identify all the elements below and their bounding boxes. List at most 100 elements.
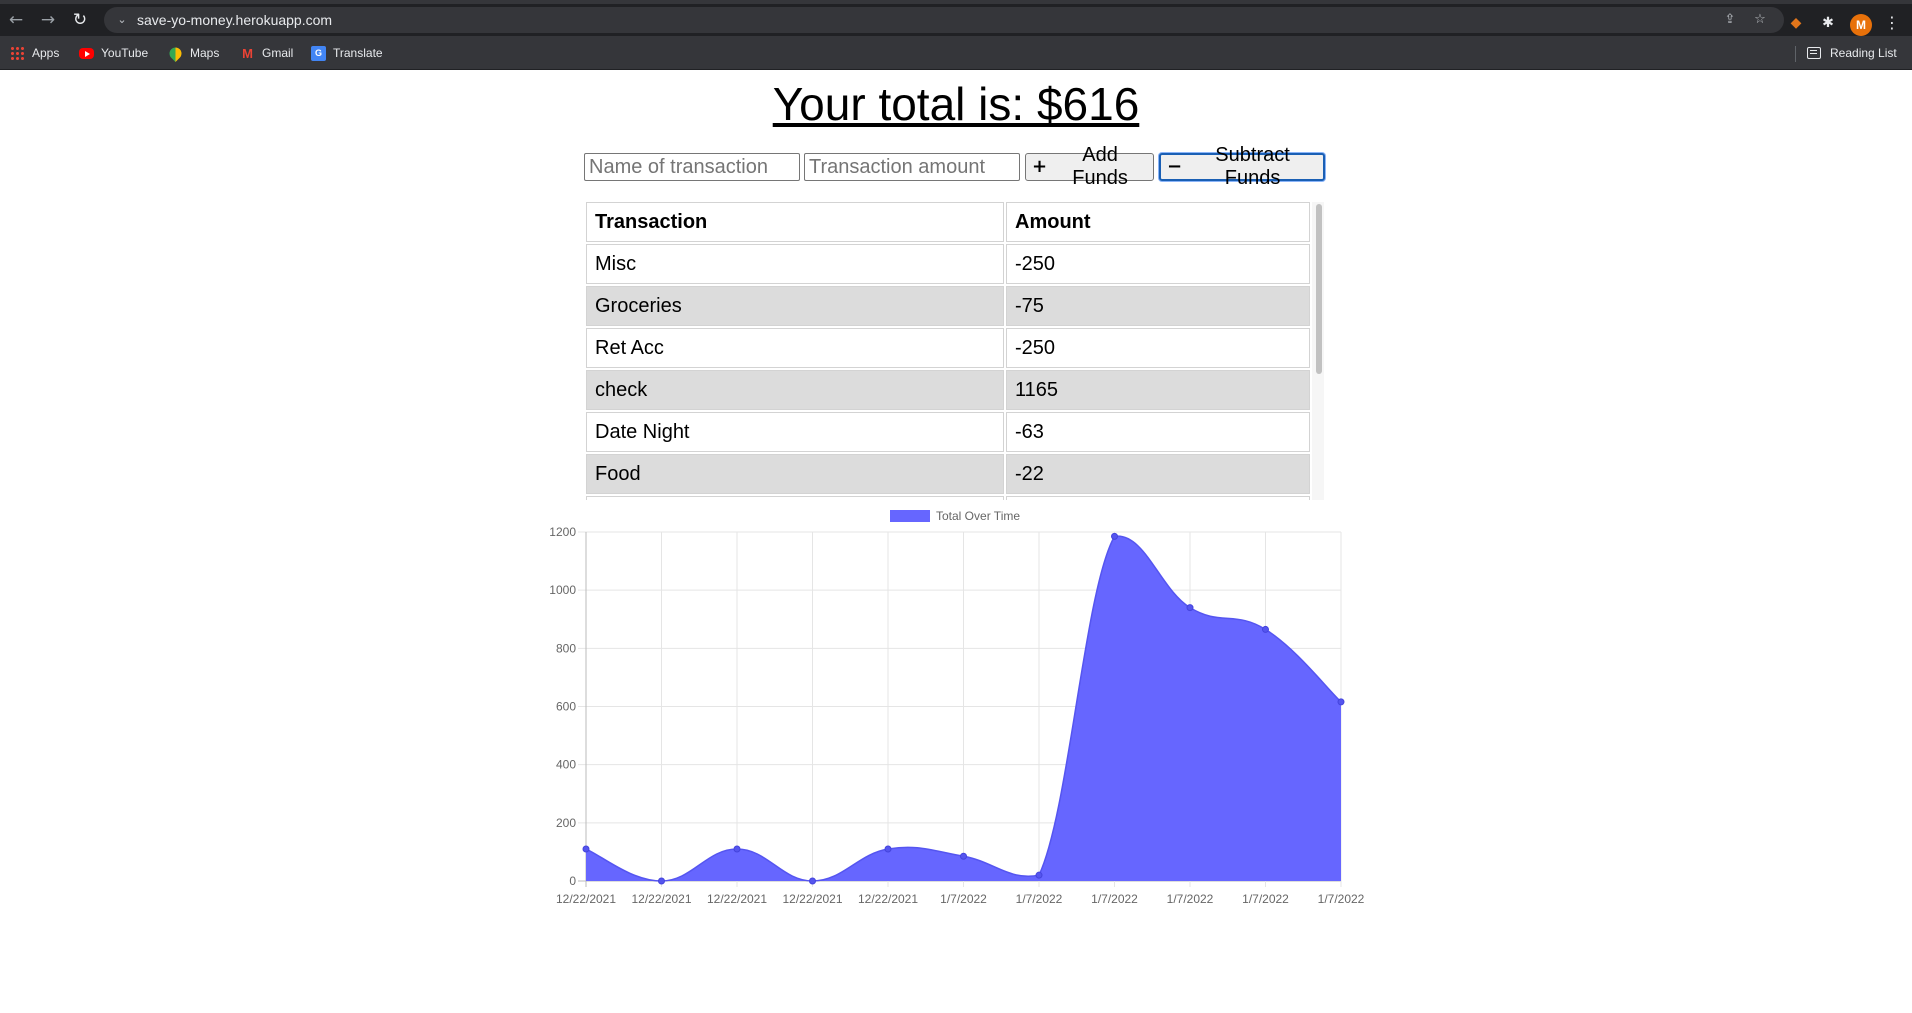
bookmark-label: Maps — [190, 46, 220, 60]
y-tick-label: 1000 — [549, 583, 576, 597]
bookmark-label: Translate — [333, 46, 383, 60]
x-tick-label: 12/22/2021 — [556, 892, 616, 906]
maps-icon — [167, 44, 184, 62]
minus-icon: − — [1167, 156, 1183, 177]
x-tick-label: 1/7/2022 — [940, 892, 987, 906]
reading-list-label: Reading List — [1830, 46, 1897, 60]
legend-label: Total Over Time — [936, 509, 1020, 523]
x-tick-label: 12/22/2021 — [707, 892, 767, 906]
transaction-amount-cell: -75 — [1006, 286, 1310, 326]
transactions-table: Transaction Amount Misc -250 Groceries -… — [584, 200, 1312, 500]
bookmark-gmail[interactable]: M Gmail — [240, 44, 293, 62]
address-url[interactable]: save-yo-money.herokuapp.com — [137, 12, 333, 28]
reading-list-icon — [1807, 47, 1821, 59]
transaction-name-cell: Date Night — [586, 412, 1004, 452]
x-tick-label: 1/7/2022 — [1091, 892, 1138, 906]
chart-legend: Total Over Time — [890, 509, 1020, 523]
table-row: Food -22 — [586, 454, 1310, 494]
data-point — [1337, 698, 1345, 706]
transaction-name-cell: Misc — [586, 244, 1004, 284]
translate-icon: G — [311, 45, 326, 61]
bookmark-apps[interactable]: Apps — [10, 44, 59, 62]
y-tick-label: 800 — [556, 641, 576, 655]
transaction-amount-cell: -250 — [1006, 328, 1310, 368]
reading-list-button[interactable]: Reading List — [1807, 44, 1897, 62]
data-point — [1035, 871, 1043, 879]
youtube-icon — [79, 47, 94, 59]
transaction-name-cell: Groceries — [586, 286, 1004, 326]
bookmark-maps[interactable]: Maps — [167, 44, 220, 62]
chart-grid — [578, 531, 1342, 887]
bookmark-label: Gmail — [262, 46, 294, 60]
transaction-amount-input[interactable] — [804, 153, 1020, 181]
page-title: Your total is: $616 — [772, 78, 1140, 130]
series-area — [586, 536, 1341, 881]
transaction-amount-cell: -22 — [1006, 454, 1310, 494]
transaction-name-cell: check — [586, 370, 1004, 410]
kebab-menu-icon[interactable]: ⋮ — [1884, 13, 1900, 32]
bookmark-translate[interactable]: G Translate — [311, 44, 383, 62]
transaction-amount-cell — [1006, 496, 1310, 500]
extensions-puzzle-icon[interactable]: ✱ — [1822, 15, 1834, 31]
profile-avatar[interactable]: M — [1850, 14, 1872, 36]
x-tick-label: 1/7/2022 — [1167, 892, 1214, 906]
x-tick-label: 12/22/2021 — [858, 892, 918, 906]
bookmark-youtube[interactable]: YouTube — [79, 44, 148, 62]
site-info-chevron-icon[interactable]: ⌄ — [117, 13, 127, 26]
share-icon[interactable]: ⇪ — [1724, 12, 1736, 27]
data-point — [960, 852, 967, 860]
transaction-amount-cell: -250 — [1006, 244, 1310, 284]
x-tick-label: 12/22/2021 — [782, 892, 842, 906]
x-tick-label: 1/7/2022 — [1318, 892, 1365, 906]
table-row: Groceries -75 — [586, 286, 1310, 326]
transaction-amount-cell: -63 — [1006, 412, 1310, 452]
chart-series — [582, 532, 1345, 885]
gmail-icon: M — [242, 45, 253, 61]
reload-icon[interactable]: ↻ — [72, 10, 88, 30]
y-tick-label: 200 — [556, 816, 576, 830]
table-row: check 1165 — [586, 370, 1310, 410]
transaction-amount-cell: 1165 — [1006, 370, 1310, 410]
apps-grid-icon — [10, 45, 25, 61]
metamask-fox-icon[interactable]: ◆ — [1790, 15, 1802, 31]
bookmark-star-icon[interactable]: ☆ — [1754, 12, 1766, 27]
y-tick-label: 400 — [556, 758, 576, 772]
back-arrow-icon[interactable]: ← — [8, 10, 24, 30]
forward-arrow-icon[interactable]: → — [40, 10, 56, 30]
transactions-table-container[interactable]: Transaction Amount Misc -250 Groceries -… — [584, 200, 1324, 500]
tab-strip-edge — [0, 0, 1912, 4]
data-point — [1186, 604, 1194, 612]
subtract-funds-button[interactable]: − Subtract Funds — [1159, 144, 1325, 189]
data-point — [1111, 532, 1118, 540]
table-row: Date Night -63 — [586, 412, 1310, 452]
column-header-transaction: Transaction — [586, 202, 1004, 242]
data-point — [1262, 625, 1269, 633]
data-point — [582, 845, 590, 853]
transaction-name-cell: Food — [586, 454, 1004, 494]
bookmark-label: Apps — [32, 46, 60, 60]
x-tick-label: 1/7/2022 — [1016, 892, 1063, 906]
data-point — [733, 845, 741, 853]
legend-swatch — [890, 510, 930, 522]
y-axis: 0 200 400 600 800 1000 1200 — [549, 525, 576, 888]
table-scrollbar-thumb[interactable] — [1316, 204, 1322, 374]
subtract-funds-label: Subtract Funds — [1215, 144, 1290, 189]
bookmarks-bar: Apps YouTube Maps M Gmail G Translate Re… — [0, 36, 1912, 70]
transaction-name-cell — [586, 496, 1004, 500]
y-tick-label: 0 — [569, 874, 576, 888]
y-tick-label: 1200 — [549, 525, 576, 539]
add-funds-button[interactable]: + Add Funds — [1025, 144, 1154, 189]
x-tick-label: 1/7/2022 — [1242, 892, 1289, 906]
y-tick-label: 600 — [556, 700, 576, 714]
data-point — [809, 877, 816, 885]
column-header-amount: Amount — [1006, 202, 1310, 242]
x-axis: 12/22/2021 12/22/2021 12/22/2021 12/22/2021… — [556, 892, 1365, 906]
table-header-row: Transaction Amount — [586, 202, 1310, 242]
table-row-partial — [586, 496, 1310, 500]
address-bar[interactable]: ⌄ save-yo-money.herokuapp.com ⇪ ☆ — [104, 7, 1784, 33]
browser-toolbar: ← → ↻ ⌄ save-yo-money.herokuapp.com ⇪ ☆ … — [0, 4, 1912, 36]
transaction-name-input[interactable] — [584, 153, 800, 181]
data-point — [884, 845, 892, 853]
series-line — [585, 535, 1342, 882]
